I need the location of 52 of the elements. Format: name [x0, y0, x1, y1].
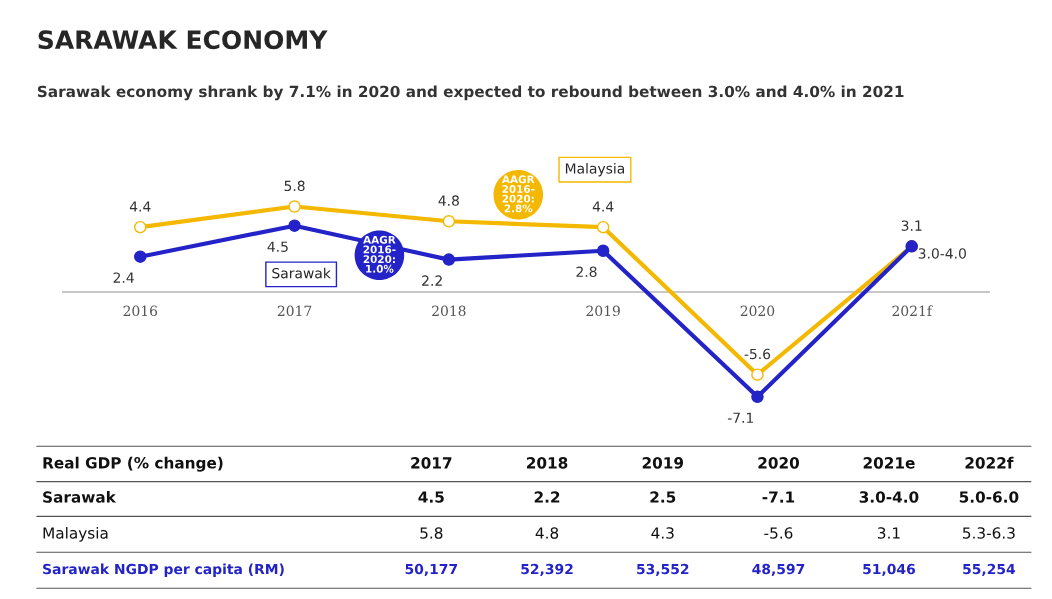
text: 2.2 — [534, 491, 560, 503]
text: Sarawak — [43, 490, 117, 503]
data-label: 4.4 — [129, 201, 151, 212]
data-label: 3.0-4.0 — [918, 248, 966, 259]
text: 51,046 — [863, 563, 915, 577]
data-label: 2.8 — [576, 266, 597, 278]
x-tick-label: 2021f — [892, 305, 933, 317]
text: 2021e — [863, 457, 915, 469]
x-tick-label: 2018 — [432, 305, 466, 317]
text: 4.3 — [651, 527, 674, 539]
annotation: AAGR 2016- 2020: 1.0% — [363, 235, 396, 273]
text: 52,392 — [521, 563, 573, 577]
text: Malaysia — [43, 526, 108, 542]
text: 2020 — [758, 457, 800, 469]
text: 48,597 — [752, 563, 805, 577]
text: 5.0-6.0 — [959, 491, 1019, 503]
text: Sarawak NGDP per capita (RM) — [43, 563, 284, 577]
data-label: 4.4 — [592, 201, 614, 212]
text: Real GDP (% change) — [43, 456, 223, 472]
text: 55,254 — [963, 563, 1016, 577]
text: 50,177 — [405, 563, 458, 577]
text: 2017 — [411, 457, 452, 469]
text: 5.3-6.3 — [963, 527, 1015, 539]
data-label: 3.1 — [901, 220, 922, 231]
x-tick-label: 2017 — [277, 305, 312, 317]
text: 4.8 — [535, 527, 559, 539]
text: 2019 — [642, 457, 684, 469]
text: -5.6 — [764, 527, 793, 539]
text: 4.5 — [418, 491, 444, 503]
text: -7.1 — [762, 491, 795, 503]
data-label: -7.1 — [727, 412, 754, 423]
data-label: -5.6 — [744, 348, 771, 360]
text: Sarawak — [272, 267, 331, 279]
data-label: 2.2 — [422, 275, 442, 286]
chart-subtitle: Sarawak economy shrank by 7.1% in 2020 and expected to rebound between 3.0% and 4.0% in 2021 — [37, 85, 904, 101]
data-label: 4.8 — [438, 195, 459, 206]
text: 2018 — [526, 457, 568, 469]
text: 53,552 — [637, 563, 689, 577]
data-label: 5.8 — [284, 180, 305, 192]
text: Malaysia — [565, 162, 624, 177]
chart-title: SARAWAK ECONOMY — [38, 30, 328, 50]
text: 5.8 — [420, 527, 443, 539]
text: 3.1 — [877, 527, 900, 539]
data-label: 2.4 — [113, 272, 134, 283]
x-tick-label: 2016 — [123, 305, 158, 317]
annotation: AAGR 2016- 2020: 2.8% — [501, 175, 535, 213]
text: 3.0-4.0 — [859, 491, 919, 503]
x-tick-label: 2019 — [586, 305, 620, 317]
text: 2.5 — [650, 491, 676, 503]
text: 2022f — [965, 456, 1014, 469]
x-tick-label: 2020 — [740, 305, 775, 317]
data-label: 4.5 — [267, 241, 288, 252]
